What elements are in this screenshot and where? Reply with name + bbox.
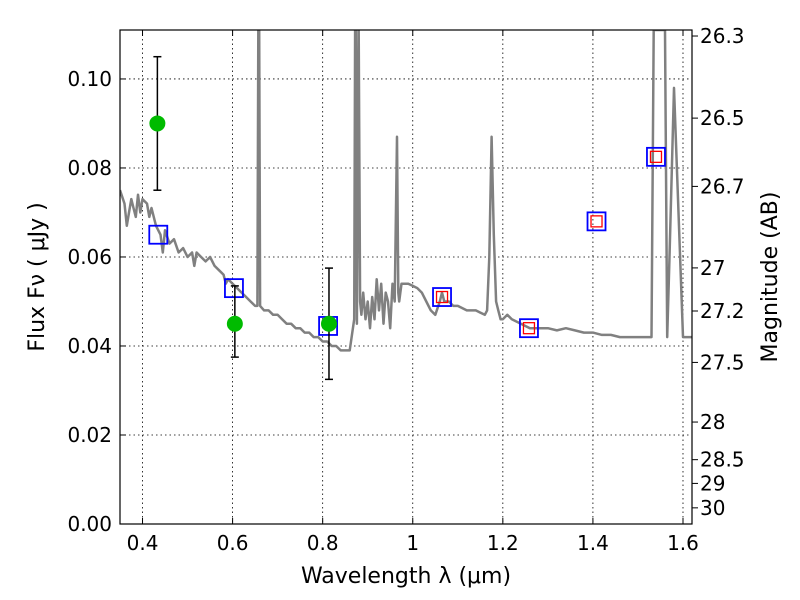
mag-tick-label: 27.5 (700, 350, 745, 374)
y2-axis-label: Magnitude (AB) (758, 192, 783, 363)
observed-flux-point (320, 315, 337, 332)
model-flux-marker (148, 224, 169, 245)
y-tick-label: 0.02 (67, 423, 112, 447)
model-flux-marker (646, 146, 666, 167)
y-tick-label: 0.00 (67, 512, 112, 536)
x-tick-label: 0.4 (127, 531, 159, 555)
observed-flux-point (149, 115, 166, 132)
grid-layer (120, 30, 692, 525)
mag-tick-label: 27.2 (700, 299, 745, 323)
x-tick-label: 1.4 (577, 531, 609, 555)
x-tick-label: 0.8 (307, 531, 339, 555)
model-flux-marker (586, 211, 607, 232)
ticks-layer: 0.4 0.6 0.8 1 1.2 1.4 1.6 0.00 0.02 0.04 0.06 0.08 0… (67, 24, 744, 555)
x-tick-label: 0.6 (217, 531, 249, 555)
plot-area (120, 30, 692, 381)
x-tick-label: 1.2 (487, 531, 519, 555)
y-tick-label: 0.06 (67, 245, 112, 269)
x-axis-label: Wavelength λ (μm) (301, 564, 511, 589)
mag-tick-label: 26.3 (700, 24, 745, 48)
observed-flux-point (226, 315, 243, 332)
mag-tick-label: 28.5 (700, 448, 745, 472)
sed-model-line (120, 30, 692, 352)
model-flux-inner-marker (435, 290, 449, 304)
model-flux-inner-marker (649, 150, 663, 163)
mag-tick-label: 26.5 (700, 106, 745, 130)
mag-tick-label: 27 (700, 256, 725, 280)
mag-tick-label: 26.7 (700, 174, 745, 198)
mag-tick-label: 29 (700, 471, 725, 495)
x-tick-label: 1.6 (667, 531, 699, 555)
model-flux-marker (224, 278, 244, 299)
mag-tick-label: 28 (700, 410, 725, 434)
x-tick-label: 1 (406, 531, 419, 555)
y-axis-label: Flux Fν ( μJy ) (25, 202, 50, 351)
model-flux-marker (432, 287, 452, 307)
model-flux-marker (519, 318, 539, 339)
y-tick-label: 0.08 (67, 156, 112, 180)
mag-tick-label: 30 (700, 496, 725, 520)
y-tick-label: 0.04 (67, 334, 112, 358)
model-flux-inner-marker (522, 322, 536, 335)
model-flux-inner-marker (590, 215, 603, 228)
y-tick-label: 0.10 (67, 67, 112, 91)
plot-frame (119, 29, 693, 525)
